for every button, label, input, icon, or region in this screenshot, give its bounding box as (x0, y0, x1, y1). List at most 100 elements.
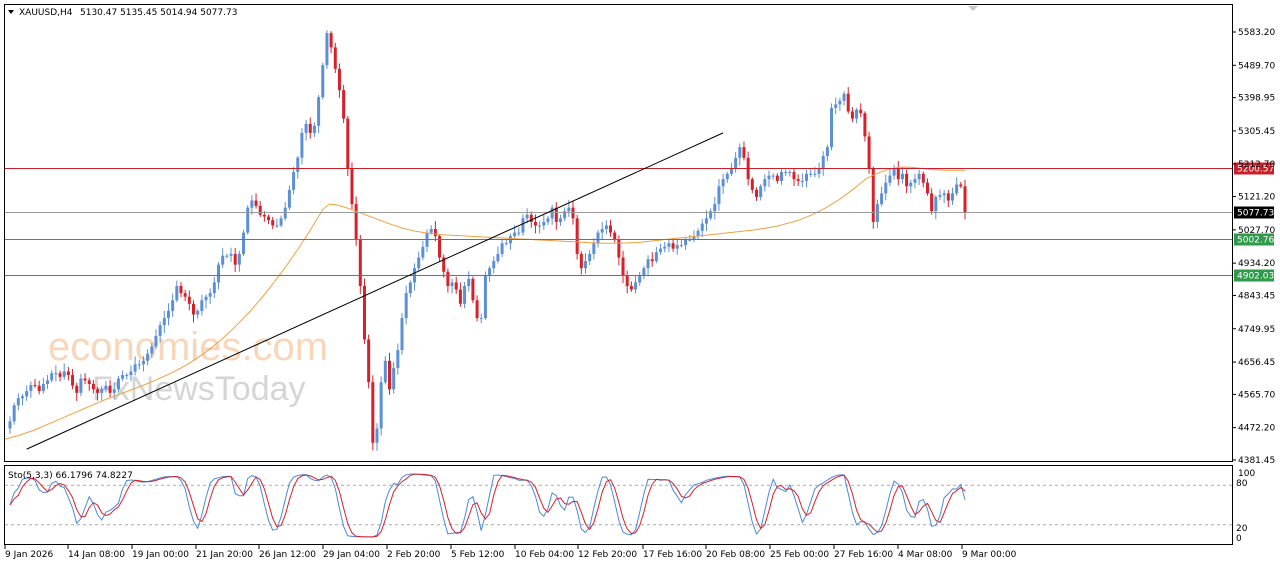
candle-body (767, 175, 771, 180)
candle-body (525, 214, 529, 219)
candle-body (296, 157, 300, 173)
candle-body (158, 325, 162, 336)
price-tick-label: 4565.70 (1238, 390, 1275, 400)
candle-body (863, 113, 867, 137)
candle-body (83, 378, 87, 381)
candle-body (12, 405, 16, 422)
candle-body (221, 255, 225, 265)
candle-body (871, 168, 875, 222)
candle-body (25, 391, 29, 397)
candle-body (438, 236, 442, 258)
candle-body (262, 214, 266, 217)
level-price-tag (1234, 233, 1274, 246)
candle-body (233, 253, 237, 265)
candle-body (909, 182, 913, 187)
candle-body (663, 246, 667, 249)
scroll-marker-icon[interactable] (968, 6, 978, 11)
candle-body (579, 253, 583, 269)
candle-body (37, 385, 41, 392)
candle-body (467, 278, 471, 287)
candle-body (888, 175, 892, 183)
candle-body (880, 193, 884, 205)
stoch-tick-0: 0 (1236, 534, 1242, 544)
candle-body (383, 360, 387, 383)
time-axis[interactable]: 9 Jan 2026 14 Jan 08:00 19 Jan 00:00 21 Jan… (4, 545, 1017, 560)
candle-body (387, 360, 391, 390)
candle-body (950, 193, 954, 201)
price-tick-label: 5305.45 (1238, 127, 1275, 137)
candle-body (963, 186, 967, 213)
candle-body (784, 172, 788, 174)
candle-body (775, 175, 779, 181)
candle-body (442, 257, 446, 272)
candle-body (463, 286, 467, 304)
candle-body (200, 300, 204, 311)
time-tick-label: 19 Jan 00:00 (132, 550, 189, 560)
ohlc-label: 5130.47 5135.45 5014.94 5077.73 (80, 8, 237, 18)
price-tick-label: 4934.20 (1238, 259, 1275, 269)
stoch-tick-20: 20 (1236, 524, 1248, 534)
candle-body (229, 253, 233, 256)
time-tick-label: 10 Feb 04:00 (515, 550, 574, 560)
candle-body (942, 193, 946, 196)
candle-body (429, 229, 433, 233)
candle-body (834, 104, 838, 108)
candle-body (763, 179, 767, 187)
candle-body (638, 275, 642, 283)
candle-body (650, 259, 654, 262)
trendline[interactable] (26, 132, 724, 450)
candle-body (292, 172, 296, 190)
stoch-signal-line[interactable] (9, 473, 966, 538)
candle-body (54, 373, 58, 375)
candle-body (625, 275, 629, 287)
candle-body (671, 243, 675, 249)
stochastic-label: Sto(5,3,3) 66.1796 74.8227 (8, 471, 133, 481)
moving-average-line[interactable] (4, 166, 965, 440)
candle-body (146, 353, 150, 361)
candle-body (667, 243, 671, 247)
candle-body (208, 293, 212, 297)
level-price-tag (1234, 206, 1274, 219)
candle-body (955, 184, 959, 194)
candle-body (780, 172, 784, 181)
candle-body (592, 243, 596, 254)
price-axis[interactable]: 5583.20 5489.70 5398.95 5305.45 5212.70 5121.… (1232, 28, 1275, 466)
candle-body (809, 173, 813, 175)
candle-body (742, 147, 746, 158)
collapse-triangle-icon[interactable] (8, 10, 14, 14)
candle-body (479, 318, 483, 320)
candle-body (471, 278, 475, 301)
candle-body (275, 225, 279, 227)
candle-body (112, 389, 116, 393)
candle-body (62, 371, 66, 377)
candle-body (584, 261, 588, 269)
candle-body (196, 310, 200, 315)
time-tick-label: 4 Mar 08:00 (898, 550, 953, 560)
candle-body (554, 207, 558, 222)
symbol-label: XAUUSD,H4 (19, 8, 73, 18)
candle-body (354, 204, 358, 240)
time-tick-label: 21 Jan 20:00 (196, 550, 253, 560)
candle-body (371, 382, 375, 443)
candle-body (16, 398, 20, 406)
oscillator-pane-frame (4, 465, 1233, 545)
candle-body (846, 93, 850, 112)
candle-body (521, 218, 525, 233)
stoch-tick-100: 100 (1238, 469, 1255, 479)
candle-body (183, 293, 187, 297)
time-tick-label: 5 Feb 12:00 (451, 550, 505, 560)
candle-body (46, 380, 50, 384)
candle-body (204, 296, 208, 301)
candle-body (533, 221, 537, 226)
candle-body (483, 275, 487, 319)
candle-body (738, 147, 742, 158)
candle-body (258, 205, 262, 215)
candle-body (329, 33, 333, 48)
candle-body (154, 335, 158, 347)
candle-body (417, 257, 421, 269)
candle-body (317, 97, 321, 126)
candle-body (396, 350, 400, 368)
stoch-main-line[interactable] (9, 473, 966, 538)
candle-body (905, 173, 909, 187)
candle-body (504, 243, 508, 245)
